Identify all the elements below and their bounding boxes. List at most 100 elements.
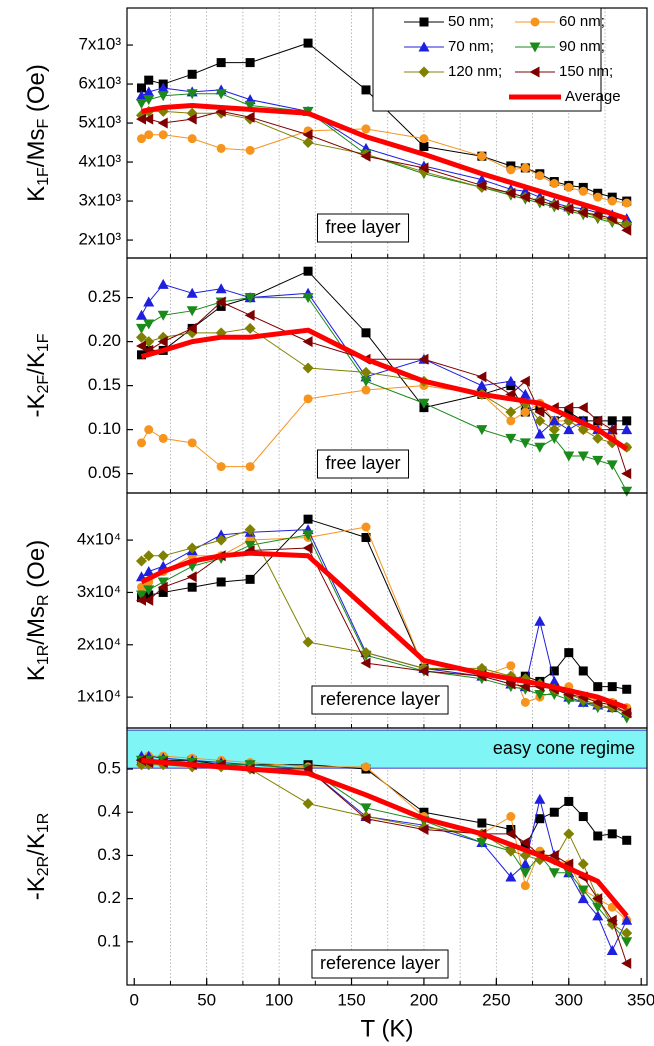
marker <box>577 402 588 414</box>
y-axis-title: K1R/MsR (Oe) <box>23 540 52 681</box>
marker <box>592 415 603 427</box>
marker <box>535 814 545 824</box>
marker <box>135 323 147 334</box>
marker <box>187 582 197 592</box>
marker <box>621 468 632 480</box>
y-tick-label: 0.20 <box>88 331 121 350</box>
marker <box>593 192 603 202</box>
marker <box>136 438 146 448</box>
marker <box>505 433 517 444</box>
marker <box>244 540 256 551</box>
annotation-box <box>316 449 410 479</box>
marker <box>476 179 487 191</box>
marker <box>186 89 198 100</box>
y-axis-title-part: K <box>23 665 50 681</box>
marker <box>144 130 154 140</box>
marker <box>519 868 531 879</box>
marker <box>157 550 169 562</box>
y-axis-title-part: 1F <box>35 333 52 352</box>
marker <box>244 322 256 334</box>
marker <box>476 425 488 436</box>
marker <box>186 306 198 317</box>
marker <box>534 793 546 804</box>
marker <box>143 550 155 562</box>
average-line <box>140 327 629 452</box>
marker <box>418 353 429 365</box>
x-tick-label: 150 <box>337 990 365 1009</box>
marker <box>360 657 371 669</box>
marker <box>564 182 574 192</box>
series-line <box>141 110 628 231</box>
legend-box <box>372 7 602 112</box>
x-tick-label: 50 <box>197 990 216 1009</box>
marker <box>418 66 430 78</box>
marker <box>535 171 545 181</box>
y-tick-label: 4x10³ <box>78 152 121 171</box>
marker <box>520 163 530 173</box>
marker <box>622 198 632 208</box>
marker <box>360 366 372 378</box>
marker <box>548 199 559 211</box>
marker <box>143 594 154 606</box>
marker <box>529 42 541 53</box>
marker <box>621 957 632 969</box>
marker <box>593 831 603 841</box>
marker <box>592 902 604 913</box>
marker <box>157 91 169 102</box>
marker <box>135 331 147 343</box>
marker <box>303 266 313 276</box>
marker <box>563 402 574 414</box>
marker <box>505 406 517 418</box>
y-tick-label: 0.05 <box>88 463 121 482</box>
marker <box>564 796 574 806</box>
marker <box>592 910 604 921</box>
marker <box>361 124 371 134</box>
y-axis-title-part: 2R <box>35 856 52 876</box>
marker <box>548 433 560 444</box>
marker <box>534 195 545 207</box>
marker <box>158 433 168 443</box>
marker <box>477 151 487 161</box>
y-axis-title-part: R <box>35 594 52 606</box>
marker <box>157 117 168 129</box>
marker <box>136 582 146 592</box>
y-tick-label: 5x10³ <box>78 113 121 132</box>
marker <box>158 587 168 597</box>
y-axis-title: K1F/MsF (Oe) <box>23 64 52 202</box>
marker <box>577 893 589 904</box>
marker <box>244 293 256 304</box>
marker <box>621 486 633 497</box>
marker <box>245 574 255 584</box>
marker <box>578 812 588 822</box>
marker <box>529 66 540 78</box>
marker <box>135 90 147 101</box>
marker <box>135 594 146 606</box>
average-line <box>140 550 628 710</box>
y-axis-title-part: 1R <box>35 645 52 665</box>
y-axis-title-part: (Oe) <box>23 540 50 595</box>
y-tick-label: 3x10⁴ <box>77 582 121 601</box>
marker <box>244 111 255 123</box>
marker <box>135 309 147 320</box>
marker <box>592 455 604 466</box>
marker <box>418 162 429 174</box>
marker <box>607 416 617 426</box>
y-tick-label: 0.15 <box>88 375 121 394</box>
marker <box>143 113 154 125</box>
marker <box>419 141 429 151</box>
marker <box>506 825 516 835</box>
marker <box>506 165 516 175</box>
y-axis-title-part: 1R <box>35 813 52 833</box>
y-axis-title-part: /K <box>23 352 50 375</box>
y-axis-title-part: F <box>35 119 52 129</box>
marker <box>564 648 574 658</box>
marker <box>419 17 429 27</box>
marker <box>136 134 146 144</box>
marker <box>577 885 589 896</box>
marker <box>216 577 226 587</box>
marker <box>360 647 372 659</box>
marker <box>302 542 313 554</box>
marker <box>534 406 545 418</box>
y-tick-label: 0.4 <box>97 802 121 821</box>
marker <box>360 150 371 162</box>
